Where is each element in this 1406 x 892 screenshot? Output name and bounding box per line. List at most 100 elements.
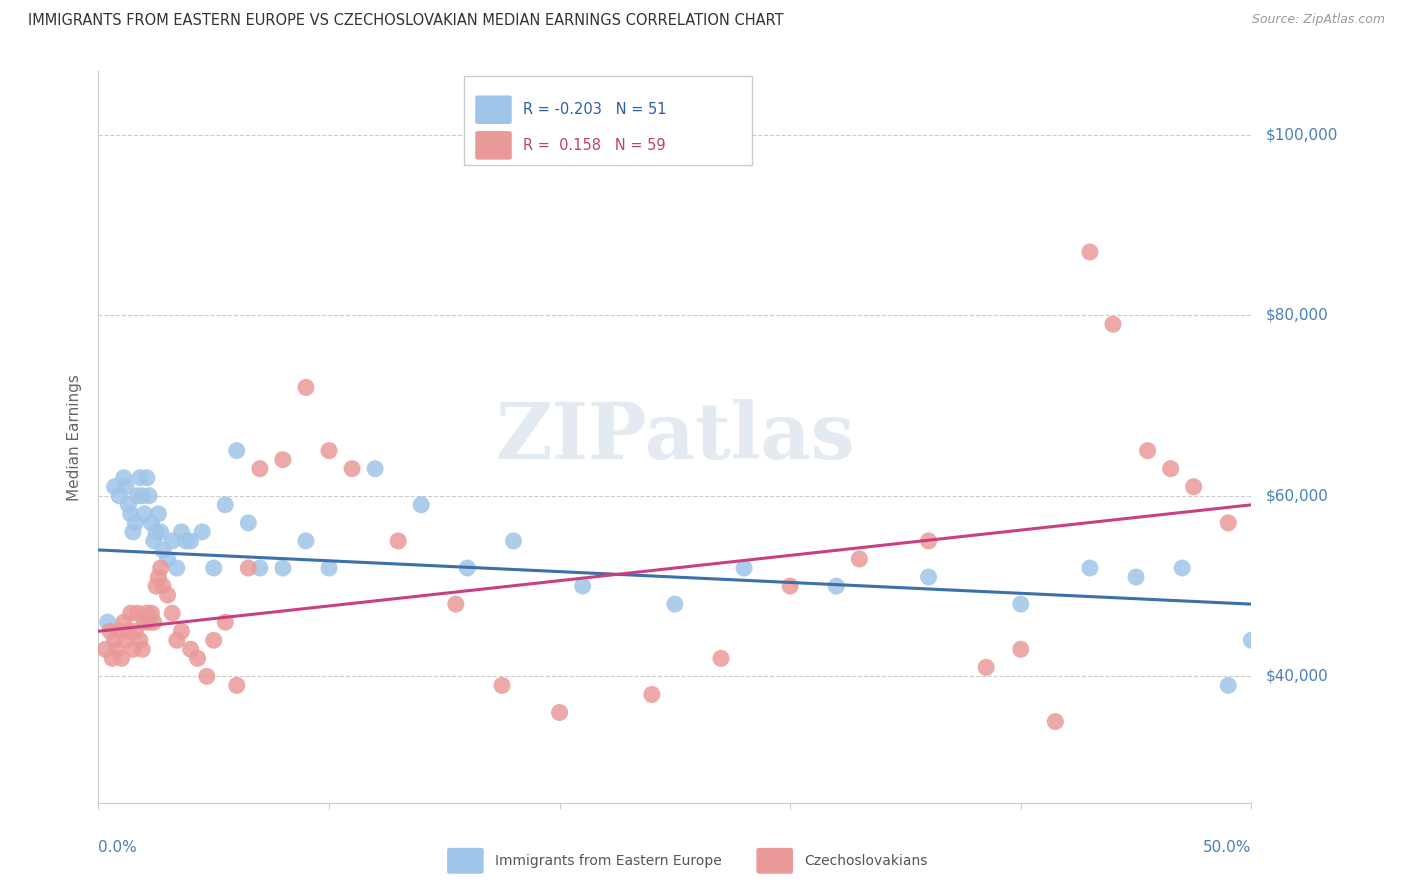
Point: [129, 633, 152, 648]
Point: [170, 524, 193, 539]
Text: R = -0.203   N = 51: R = -0.203 N = 51: [523, 103, 666, 117]
Point: [148, 570, 170, 584]
Point: [149, 561, 172, 575]
Text: $60,000: $60,000: [1265, 488, 1329, 503]
Point: [825, 579, 848, 593]
Point: [152, 543, 174, 558]
Point: [129, 471, 152, 485]
Point: [1160, 461, 1182, 475]
Point: [108, 624, 131, 639]
Point: [318, 443, 340, 458]
Point: [156, 552, 179, 566]
Point: [180, 533, 202, 548]
Text: R =  0.158   N = 59: R = 0.158 N = 59: [523, 138, 665, 153]
Point: [134, 615, 156, 630]
Point: [664, 597, 686, 611]
Point: [149, 524, 172, 539]
Point: [127, 489, 149, 503]
Point: [1218, 516, 1240, 530]
Point: [779, 579, 801, 593]
Text: $100,000: $100,000: [1265, 127, 1337, 142]
Point: [202, 561, 225, 575]
Point: [238, 561, 260, 575]
Point: [108, 489, 131, 503]
Point: [98, 624, 121, 639]
Point: [110, 651, 132, 665]
Point: [502, 533, 524, 548]
Point: [641, 688, 664, 702]
Point: [122, 524, 145, 539]
Text: Czechoslovakians: Czechoslovakians: [804, 854, 928, 868]
Point: [411, 498, 433, 512]
Point: [340, 461, 363, 475]
Point: [1218, 678, 1240, 692]
Point: [1078, 561, 1101, 575]
Point: [105, 642, 128, 657]
Point: [1102, 317, 1125, 331]
Point: [917, 570, 939, 584]
Y-axis label: Median Earnings: Median Earnings: [67, 374, 83, 500]
Point: [160, 606, 183, 620]
Point: [195, 669, 218, 683]
Point: [917, 533, 939, 548]
Point: [214, 615, 236, 630]
Point: [1045, 714, 1067, 729]
Point: [142, 533, 165, 548]
Point: [364, 461, 387, 475]
Point: [318, 561, 340, 575]
Point: [170, 624, 193, 639]
Point: [127, 606, 149, 620]
Point: [225, 678, 247, 692]
Point: [141, 606, 163, 620]
Point: [1240, 633, 1263, 648]
Point: [238, 516, 260, 530]
Point: [101, 651, 124, 665]
Point: [387, 533, 409, 548]
Point: [1125, 570, 1147, 584]
Point: [124, 624, 146, 639]
Point: [166, 561, 188, 575]
Text: ZIPatlas: ZIPatlas: [495, 399, 855, 475]
Point: [145, 579, 167, 593]
Point: [135, 606, 157, 620]
Point: [548, 706, 571, 720]
Point: [112, 471, 135, 485]
Point: [733, 561, 755, 575]
Point: [138, 489, 160, 503]
Point: [97, 615, 120, 630]
Point: [94, 642, 117, 657]
Point: [115, 633, 138, 648]
Point: [131, 489, 153, 503]
Point: [491, 678, 513, 692]
Point: [145, 524, 167, 539]
Point: [141, 516, 163, 530]
Point: [122, 642, 145, 657]
Point: [1171, 561, 1194, 575]
Point: [1136, 443, 1159, 458]
Point: [160, 533, 183, 548]
Text: Immigrants from Eastern Europe: Immigrants from Eastern Europe: [495, 854, 721, 868]
Point: [1010, 597, 1032, 611]
Point: [456, 561, 478, 575]
Text: IMMIGRANTS FROM EASTERN EUROPE VS CZECHOSLOVAKIAN MEDIAN EARNINGS CORRELATION CH: IMMIGRANTS FROM EASTERN EUROPE VS CZECHO…: [28, 13, 783, 29]
Text: $80,000: $80,000: [1265, 308, 1329, 323]
Point: [191, 524, 214, 539]
Point: [117, 498, 139, 512]
Point: [974, 660, 997, 674]
Point: [156, 588, 179, 602]
Point: [103, 633, 125, 648]
Point: [249, 461, 271, 475]
Text: 50.0%: 50.0%: [1204, 840, 1251, 855]
Point: [131, 642, 153, 657]
Point: [295, 533, 318, 548]
Point: [249, 561, 271, 575]
Point: [174, 533, 197, 548]
Point: [135, 471, 157, 485]
Point: [1182, 480, 1205, 494]
Point: [120, 507, 142, 521]
Point: [710, 651, 733, 665]
Point: [271, 561, 294, 575]
Point: [848, 552, 870, 566]
Point: [148, 507, 170, 521]
Point: [295, 380, 318, 394]
